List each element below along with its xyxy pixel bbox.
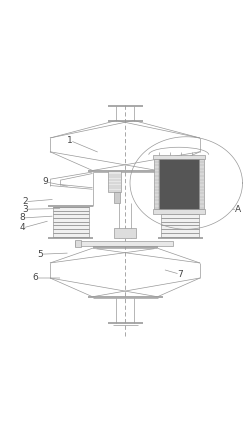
- Text: 9: 9: [42, 177, 48, 186]
- Text: 2: 2: [22, 197, 28, 206]
- Text: 7: 7: [177, 270, 183, 279]
- Text: 4: 4: [20, 224, 25, 232]
- Text: 8: 8: [20, 213, 26, 223]
- Bar: [75, 240, 172, 246]
- Text: 1: 1: [67, 136, 73, 145]
- Bar: [52, 207, 89, 236]
- Text: 5: 5: [37, 250, 43, 259]
- Bar: [75, 240, 81, 247]
- Bar: [161, 207, 199, 236]
- Bar: [199, 159, 204, 209]
- Bar: [108, 171, 121, 192]
- Text: 3: 3: [22, 205, 28, 214]
- Text: A: A: [234, 205, 240, 214]
- Bar: [114, 228, 136, 238]
- Bar: [154, 159, 159, 209]
- Bar: [152, 155, 205, 159]
- Text: 6: 6: [32, 273, 38, 283]
- Bar: [152, 209, 205, 214]
- Bar: [114, 192, 120, 203]
- Bar: [159, 159, 199, 209]
